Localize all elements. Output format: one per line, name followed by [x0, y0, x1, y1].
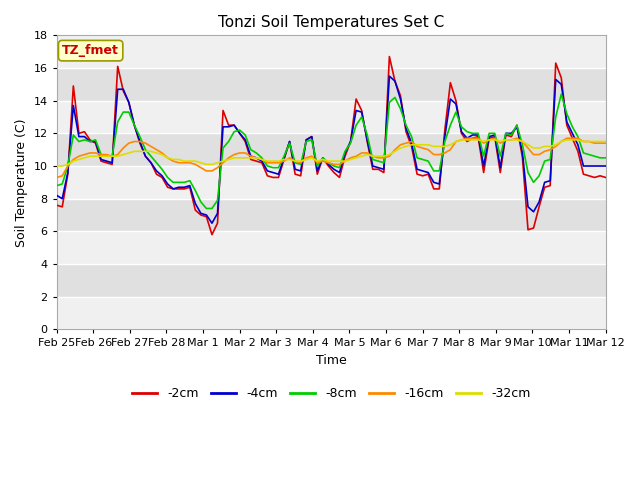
Bar — [57, 231, 605, 264]
Legend: -2cm, -4cm, -8cm, -16cm, -32cm: -2cm, -4cm, -8cm, -16cm, -32cm — [127, 383, 535, 406]
Title: Tonzi Soil Temperatures Set C: Tonzi Soil Temperatures Set C — [218, 15, 444, 30]
Bar — [57, 199, 605, 231]
Bar — [57, 264, 605, 297]
Text: TZ_fmet: TZ_fmet — [62, 44, 119, 57]
Y-axis label: Soil Temperature (C): Soil Temperature (C) — [15, 118, 28, 247]
Bar — [57, 297, 605, 329]
Bar — [57, 166, 605, 199]
Bar — [57, 133, 605, 166]
Bar — [57, 68, 605, 101]
X-axis label: Time: Time — [316, 354, 346, 367]
Bar — [57, 36, 605, 68]
Bar — [57, 101, 605, 133]
